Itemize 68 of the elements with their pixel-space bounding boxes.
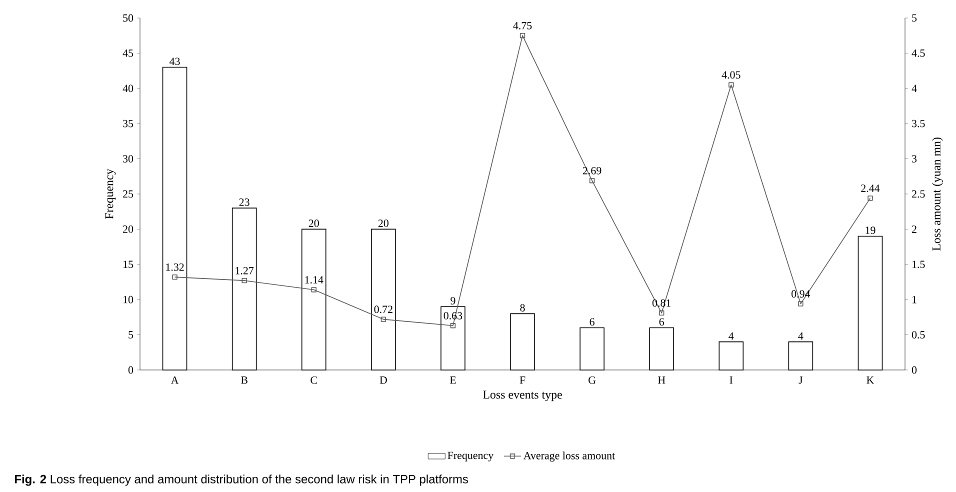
x-tick-label: G xyxy=(588,376,596,384)
point xyxy=(172,274,178,280)
data-label: 1.32 xyxy=(166,263,184,271)
y2-tick-label: 1 xyxy=(912,296,916,304)
point xyxy=(380,316,386,322)
data-label: 6 xyxy=(590,318,594,326)
y2-tick-label: 3 xyxy=(912,155,917,162)
point xyxy=(798,301,804,306)
y2-tick-label: 2.5 xyxy=(912,190,925,198)
data-label: 43 xyxy=(170,58,180,66)
data-label: 4 xyxy=(798,332,804,340)
text: Fig. 2 Loss frequency and amount distribution of the second law risk in TPP platforms xyxy=(15,474,468,486)
y-tick-label: 45 xyxy=(122,50,134,57)
y-tick-label: 20 xyxy=(123,225,134,233)
x-tick-label: B xyxy=(240,376,248,384)
data-label: 1.14 xyxy=(305,276,324,284)
data-label: 4.75 xyxy=(513,22,532,30)
data-label: 0.72 xyxy=(374,306,392,314)
y-tick-label: 40 xyxy=(122,84,134,92)
point xyxy=(589,178,595,184)
y2-tick-label: 0 xyxy=(912,366,917,374)
y2-tick-label: 0.5 xyxy=(912,331,925,339)
y2-tick-label: 2 xyxy=(912,226,916,233)
x-tick-label: E xyxy=(450,376,456,384)
x-tick-label: H xyxy=(658,376,666,384)
data-label: 2.44 xyxy=(861,184,880,192)
point xyxy=(242,278,247,284)
y2-axis-title: Loss amount (yuan mn) xyxy=(932,138,943,251)
data-label: 20 xyxy=(378,220,388,227)
y-axis-title: Frequency xyxy=(105,168,116,219)
data-label: 1.27 xyxy=(236,266,254,274)
point xyxy=(659,310,664,316)
point xyxy=(728,82,734,88)
x-tick-label: I xyxy=(730,376,733,384)
y-tick-label: 5 xyxy=(128,331,134,338)
x-tick-label: A xyxy=(170,376,179,384)
data-label: 4.05 xyxy=(722,71,740,79)
point xyxy=(311,287,316,292)
y2-tick-label: 1.5 xyxy=(912,260,925,268)
y-tick-label: 15 xyxy=(124,260,134,268)
y-tick-label: 10 xyxy=(124,296,134,304)
y2-tick-label: 4 xyxy=(912,84,917,92)
data-label: 23 xyxy=(239,198,250,206)
point xyxy=(450,323,456,328)
y-tick-label: 25 xyxy=(123,190,134,198)
y-tick-label: 50 xyxy=(123,14,134,22)
y2-tick-label: 5 xyxy=(912,14,917,22)
x-axis-title: Loss events type xyxy=(483,390,562,402)
x-tick-label: F xyxy=(520,376,526,384)
data-label: 6 xyxy=(659,318,664,326)
point xyxy=(868,196,873,201)
y-tick-label: 0 xyxy=(128,366,134,374)
x-tick-label: C xyxy=(310,376,317,384)
point xyxy=(520,32,526,38)
x-tick-label: D xyxy=(380,376,387,384)
y-tick-label: 35 xyxy=(123,120,134,128)
legend-label: Average loss amount xyxy=(523,452,616,462)
y2-tick-label: 3.5 xyxy=(912,120,925,128)
data-label: 9 xyxy=(450,297,456,304)
data-label: 20 xyxy=(308,220,319,227)
data-label: 4 xyxy=(728,332,734,340)
data-label: 19 xyxy=(866,226,876,234)
x-tick-label: K xyxy=(866,376,874,384)
y-tick-label: 30 xyxy=(123,155,134,162)
y2-tick-label: 4.5 xyxy=(912,50,925,57)
x-tick-label: J xyxy=(798,376,803,384)
legend-label: Frequency xyxy=(448,452,494,462)
data-label: 8 xyxy=(520,304,525,312)
